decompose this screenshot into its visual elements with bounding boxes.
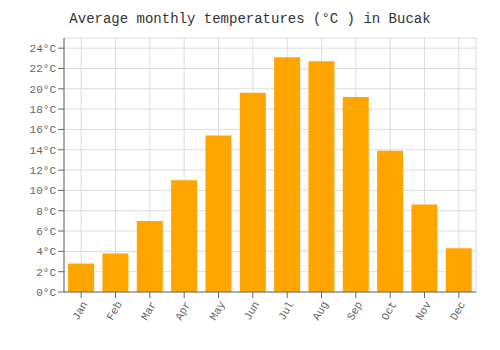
svg-text:10°C: 10°C [30,185,57,197]
svg-text:4°C: 4°C [36,246,56,258]
svg-text:20°C: 20°C [30,84,57,96]
svg-text:0°C: 0°C [36,287,56,299]
svg-text:8°C: 8°C [36,206,56,218]
svg-text:Jun: Jun [242,299,262,322]
svg-text:14°C: 14°C [30,145,57,157]
svg-text:Sep: Sep [345,299,365,322]
svg-text:24°C: 24°C [30,43,57,55]
svg-text:16°C: 16°C [30,124,57,136]
svg-text:Dec: Dec [448,299,468,322]
svg-text:6°C: 6°C [36,226,56,238]
svg-text:Jul: Jul [276,299,296,322]
svg-text:Mar: Mar [139,299,159,322]
svg-text:12°C: 12°C [30,165,57,177]
svg-text:Apr: Apr [173,299,193,322]
html-text:Average monthly temperatures (: Average monthly temperatures (°C ) in Bu… [69,11,431,27]
svg-text:Aug: Aug [311,299,331,322]
svg-text:Feb: Feb [105,299,125,322]
svg-text:Jan: Jan [70,299,90,322]
svg-text:2°C: 2°C [36,267,56,279]
svg-text:Oct: Oct [379,299,399,322]
svg-text:May: May [208,299,228,322]
svg-text:18°C: 18°C [30,104,57,116]
svg-text:Nov: Nov [414,299,434,322]
svg-text:22°C: 22°C [30,63,57,75]
